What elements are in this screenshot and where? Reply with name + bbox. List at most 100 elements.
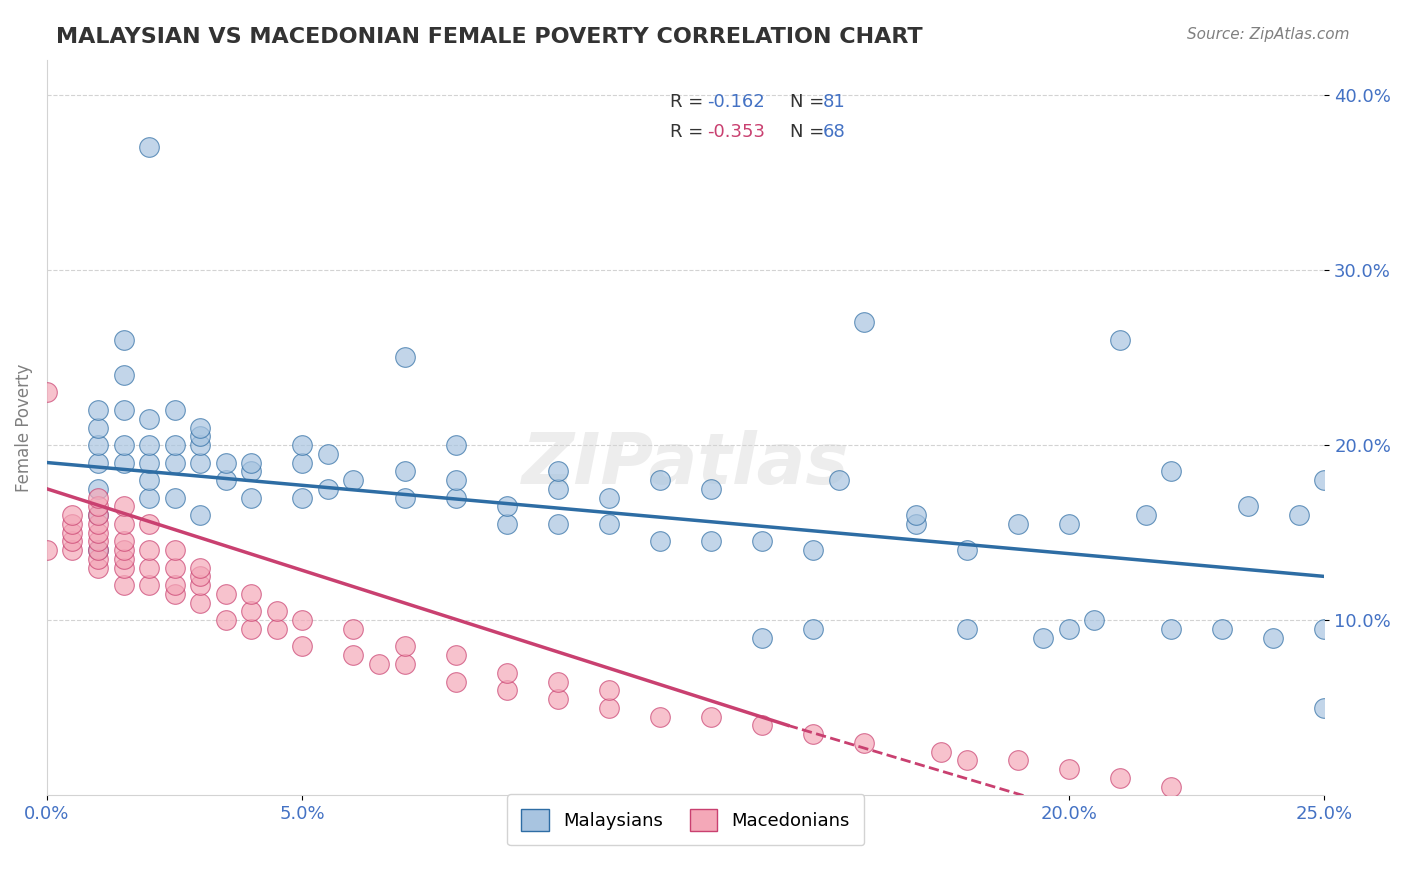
Point xyxy=(904,508,927,522)
Point xyxy=(112,368,135,382)
Point xyxy=(188,508,211,522)
Point xyxy=(444,674,467,689)
Point xyxy=(291,456,314,470)
Point xyxy=(1160,464,1182,478)
Point xyxy=(188,596,211,610)
Point xyxy=(112,403,135,417)
Point xyxy=(87,552,110,566)
Point xyxy=(904,516,927,531)
Point xyxy=(266,622,288,636)
Point xyxy=(342,622,364,636)
Point xyxy=(87,456,110,470)
Point xyxy=(394,640,416,654)
Point xyxy=(240,604,263,618)
Text: ZIPatlas: ZIPatlas xyxy=(522,430,849,499)
Point xyxy=(1313,473,1336,487)
Point xyxy=(112,516,135,531)
Point xyxy=(138,411,160,425)
Point xyxy=(394,491,416,505)
Point xyxy=(87,560,110,574)
Point xyxy=(956,753,979,767)
Point xyxy=(929,745,952,759)
Point xyxy=(1083,613,1105,627)
Point xyxy=(188,438,211,452)
Point xyxy=(138,578,160,592)
Text: Source: ZipAtlas.com: Source: ZipAtlas.com xyxy=(1187,27,1350,42)
Point xyxy=(700,709,723,723)
Point xyxy=(394,657,416,671)
Point xyxy=(87,403,110,417)
Point xyxy=(215,587,238,601)
Point xyxy=(1211,622,1233,636)
Point xyxy=(1313,622,1336,636)
Point xyxy=(828,473,851,487)
Point xyxy=(853,736,876,750)
Point xyxy=(368,657,391,671)
Point xyxy=(1236,500,1258,514)
Point xyxy=(215,613,238,627)
Point xyxy=(87,543,110,558)
Point xyxy=(547,516,569,531)
Point xyxy=(240,622,263,636)
Point xyxy=(291,640,314,654)
Point xyxy=(648,473,671,487)
Point xyxy=(138,140,160,154)
Point xyxy=(700,482,723,496)
Point xyxy=(1313,701,1336,715)
Point xyxy=(598,701,620,715)
Text: -0.162: -0.162 xyxy=(707,94,765,112)
Point xyxy=(215,473,238,487)
Point xyxy=(495,683,517,698)
Point xyxy=(138,438,160,452)
Point xyxy=(240,456,263,470)
Point xyxy=(188,569,211,583)
Point xyxy=(547,692,569,706)
Point xyxy=(1288,508,1310,522)
Point xyxy=(803,622,825,636)
Point xyxy=(112,500,135,514)
Point xyxy=(266,604,288,618)
Point xyxy=(112,333,135,347)
Text: R =: R = xyxy=(671,123,709,141)
Point xyxy=(342,473,364,487)
Y-axis label: Female Poverty: Female Poverty xyxy=(15,363,32,491)
Point xyxy=(342,648,364,663)
Point xyxy=(803,543,825,558)
Point xyxy=(163,560,186,574)
Legend: Malaysians, Macedonians: Malaysians, Macedonians xyxy=(508,794,865,846)
Point xyxy=(87,525,110,540)
Point xyxy=(1057,516,1080,531)
Point xyxy=(751,631,773,645)
Point xyxy=(1007,753,1029,767)
Point xyxy=(803,727,825,741)
Point xyxy=(163,456,186,470)
Point xyxy=(87,543,110,558)
Text: 68: 68 xyxy=(823,123,845,141)
Point xyxy=(1263,631,1285,645)
Point xyxy=(138,456,160,470)
Point xyxy=(87,516,110,531)
Point xyxy=(751,534,773,549)
Point xyxy=(87,508,110,522)
Point xyxy=(240,464,263,478)
Point xyxy=(495,665,517,680)
Point xyxy=(444,491,467,505)
Point xyxy=(138,473,160,487)
Point xyxy=(87,482,110,496)
Point xyxy=(956,622,979,636)
Point xyxy=(87,508,110,522)
Point xyxy=(138,560,160,574)
Point xyxy=(138,516,160,531)
Point xyxy=(547,464,569,478)
Text: MALAYSIAN VS MACEDONIAN FEMALE POVERTY CORRELATION CHART: MALAYSIAN VS MACEDONIAN FEMALE POVERTY C… xyxy=(56,27,922,46)
Point xyxy=(112,534,135,549)
Text: -0.353: -0.353 xyxy=(707,123,765,141)
Point xyxy=(138,491,160,505)
Point xyxy=(1109,333,1132,347)
Point xyxy=(62,508,84,522)
Point xyxy=(163,543,186,558)
Point xyxy=(495,516,517,531)
Point xyxy=(188,456,211,470)
Point xyxy=(316,482,339,496)
Point xyxy=(394,351,416,365)
